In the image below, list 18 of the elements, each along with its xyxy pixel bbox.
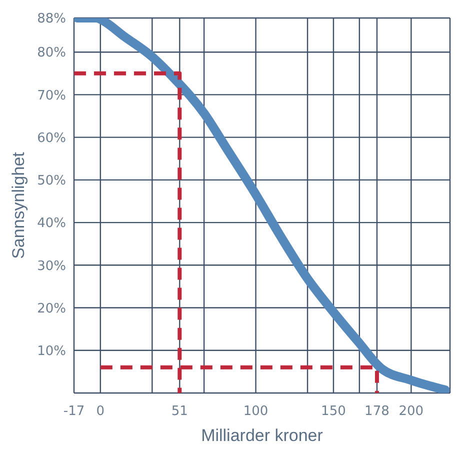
x-tick-label: 150 <box>321 404 346 419</box>
y-tick-label: 70% <box>37 88 66 104</box>
y-axis-title: Sannsynlighet <box>9 152 28 259</box>
x-tick-label: 100 <box>243 404 268 419</box>
x-axis-title: Milliarder kroner <box>201 426 324 445</box>
x-tick-label: 200 <box>398 404 424 419</box>
y-tick-label: 20% <box>37 301 66 316</box>
y-tick-label: 88% <box>37 12 66 27</box>
x-tick-label: 178 <box>364 404 390 419</box>
y-tick-label: 10% <box>37 344 66 359</box>
y-tick-label: 50% <box>37 174 66 189</box>
y-tick-label: 80% <box>37 46 66 61</box>
x-tick-label: -17 <box>63 404 85 419</box>
y-tick-label: 40% <box>37 216 66 232</box>
x-tick-label: 0 <box>96 404 105 419</box>
y-tick-label: 30% <box>37 258 66 274</box>
y-tick-label: 60% <box>37 130 66 146</box>
x-tick-label: 51 <box>171 404 188 419</box>
